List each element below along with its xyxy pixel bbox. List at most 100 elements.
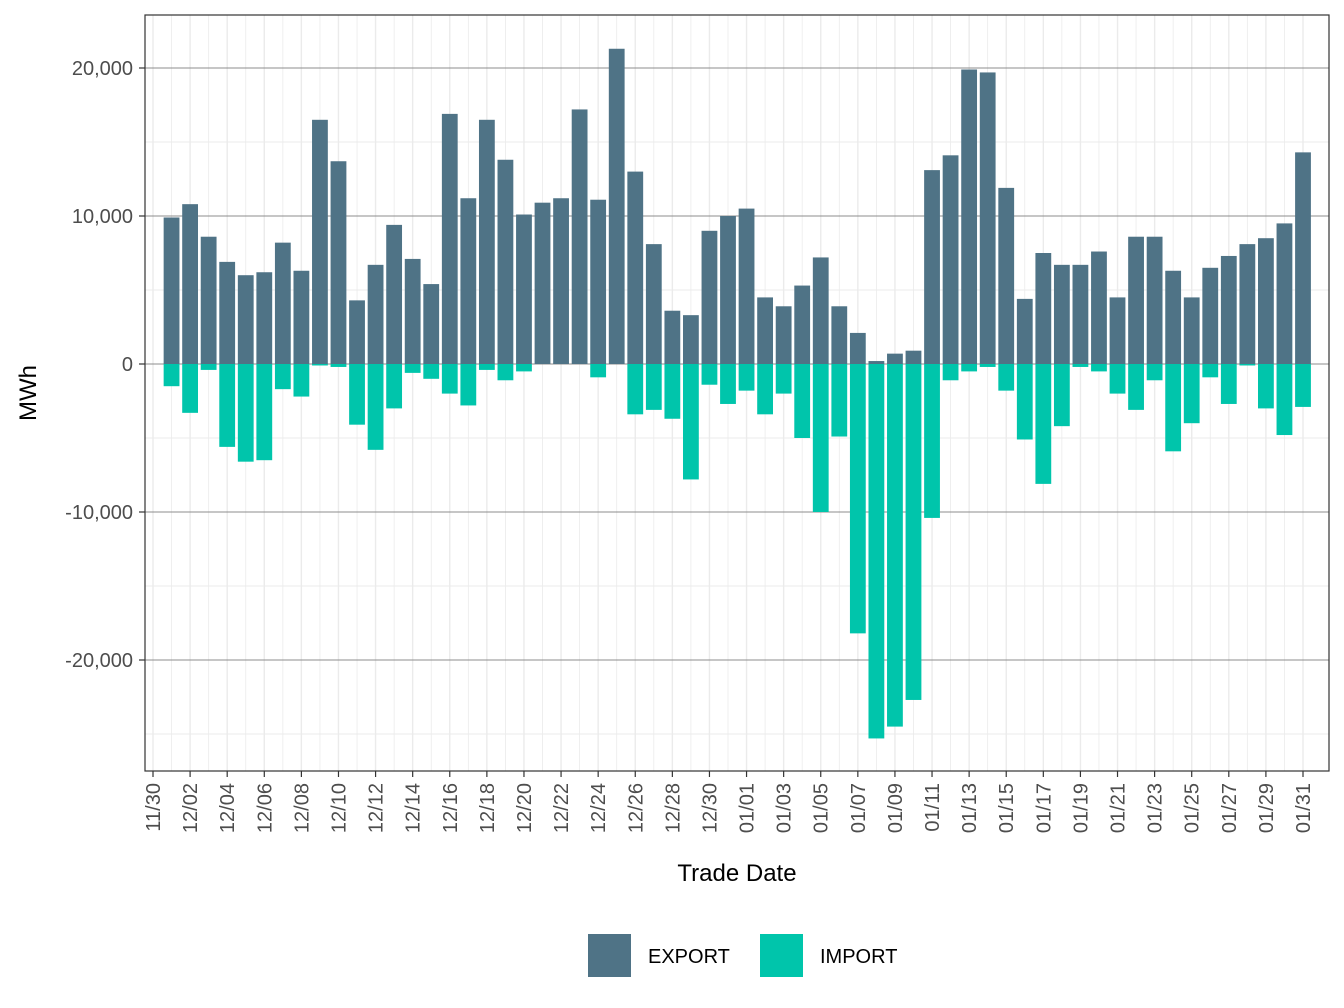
export-bar-01-18 <box>1053 264 1070 364</box>
x-tick-label: 11/30 <box>143 783 165 832</box>
x-tick-label: 01/09 <box>885 783 907 833</box>
import-bar-01-07 <box>849 364 866 634</box>
x-tick-label: 01/17 <box>1033 783 1055 833</box>
x-tick-label: 01/05 <box>811 783 833 833</box>
import-bar-12-06 <box>256 364 273 461</box>
export-bar-01-14 <box>979 72 996 364</box>
import-bar-12-02 <box>182 364 198 413</box>
panel-border <box>144 14 1330 772</box>
export-bar-12-04 <box>219 261 236 364</box>
x-tick-label: 12/18 <box>477 783 499 833</box>
x-axis: 11/30 12/02 12/04 12/06 12/08 12/10 12/12 12/14… <box>143 771 1315 833</box>
x-tick-label: 12/16 <box>440 783 462 833</box>
export-bar-01-01 <box>738 208 755 364</box>
x-tick-label: 01/13 <box>959 783 981 833</box>
x-tick-label: 12/20 <box>514 783 536 833</box>
import-bar-01-29 <box>1258 364 1274 409</box>
import-bar-12-16 <box>441 364 458 394</box>
legend-label-export: EXPORT <box>648 946 730 968</box>
export-bar-01-30 <box>1276 223 1293 364</box>
import-bar-01-28 <box>1239 364 1256 366</box>
export-bar-01-09 <box>887 353 903 364</box>
legend-swatch-export <box>588 934 631 977</box>
import-bar-01-15 <box>998 364 1015 391</box>
export-bar-01-24 <box>1165 270 1182 364</box>
y-tick-label: -20,000 <box>65 650 133 672</box>
export-bar-12-22 <box>553 198 569 364</box>
x-tick-label: 01/11 <box>922 783 944 832</box>
import-bar-01-20 <box>1091 364 1107 372</box>
export-bar-01-25 <box>1183 297 1200 364</box>
x-tick-label: 12/12 <box>366 783 388 833</box>
import-bar-01-05 <box>812 364 829 512</box>
export-bar-01-11 <box>924 170 940 364</box>
export-bar-12-06 <box>256 272 273 364</box>
legend: EXPORT IMPORT <box>588 934 897 977</box>
import-bar-12-10 <box>330 364 347 367</box>
export-bar-01-05 <box>812 257 829 364</box>
export-bar-12-24 <box>590 199 607 364</box>
y-tick-label: 0 <box>122 354 133 376</box>
import-bar-12-27 <box>645 364 662 410</box>
import-bar-01-22 <box>1128 364 1144 410</box>
export-bar-12-02 <box>182 204 198 364</box>
import-bar-01-04 <box>794 364 811 438</box>
import-bar-12-11 <box>349 364 365 425</box>
import-bar-01-24 <box>1165 364 1182 452</box>
export-bar-01-28 <box>1239 244 1256 364</box>
export-bar-01-26 <box>1202 267 1219 364</box>
export-bar-12-15 <box>423 284 440 364</box>
export-bar-01-17 <box>1035 253 1052 364</box>
y-axis-title: MWh <box>15 365 42 421</box>
export-bar-01-21 <box>1109 297 1126 364</box>
x-tick-label: 01/27 <box>1219 783 1241 833</box>
import-bar-01-18 <box>1053 364 1070 427</box>
import-bar-12-07 <box>274 364 291 390</box>
import-bar-01-13 <box>961 364 978 372</box>
x-tick-label: 12/30 <box>699 783 721 833</box>
import-bar-01-02 <box>757 364 773 415</box>
legend-label-import: IMPORT <box>820 946 897 968</box>
export-bar-12-29 <box>683 315 699 364</box>
import-bar-01-16 <box>1016 364 1033 440</box>
export-bar-12-10 <box>330 161 347 364</box>
import-bar-01-08 <box>868 364 885 739</box>
x-tick-label: 12/24 <box>588 783 610 833</box>
x-tick-label: 01/03 <box>774 783 796 833</box>
import-bar-12-17 <box>460 364 477 406</box>
import-bar-01-09 <box>887 364 903 727</box>
export-bar-12-21 <box>534 202 551 364</box>
import-bar-01-21 <box>1109 364 1126 394</box>
import-bar-01-01 <box>738 364 755 391</box>
x-tick-label: 01/15 <box>996 783 1018 833</box>
export-bar-01-03 <box>775 306 792 364</box>
import-bar-01-17 <box>1035 364 1052 484</box>
x-tick-label: 12/28 <box>662 783 684 833</box>
import-bar-12-19 <box>497 364 514 381</box>
x-tick-label: 12/14 <box>403 783 425 833</box>
x-tick-label: 01/29 <box>1256 783 1278 833</box>
export-bar-01-02 <box>757 297 773 364</box>
x-tick-label: 01/01 <box>737 783 759 833</box>
x-tick-label: 12/22 <box>551 783 573 833</box>
export-bar-01-27 <box>1220 255 1237 364</box>
y-tick-label: -10,000 <box>65 502 133 524</box>
export-bar-01-23 <box>1146 236 1163 364</box>
import-bar-01-19 <box>1072 364 1089 367</box>
import-bar-01-25 <box>1183 364 1200 424</box>
import-bar-12-28 <box>664 364 681 419</box>
x-tick-label: 12/08 <box>291 783 313 833</box>
export-bar-12-11 <box>349 300 365 364</box>
export-bar-12-17 <box>460 198 477 364</box>
import-bar-12-30 <box>701 364 718 385</box>
import-bar-12-29 <box>683 364 699 480</box>
import-bar-12-15 <box>423 364 440 379</box>
x-tick-label: 01/31 <box>1293 783 1315 833</box>
import-bar-01-03 <box>775 364 792 394</box>
import-bar-12-24 <box>590 364 607 378</box>
export-bar-01-29 <box>1258 238 1274 364</box>
x-tick-label: 01/07 <box>848 783 870 833</box>
import-bar-01-11 <box>924 364 940 518</box>
